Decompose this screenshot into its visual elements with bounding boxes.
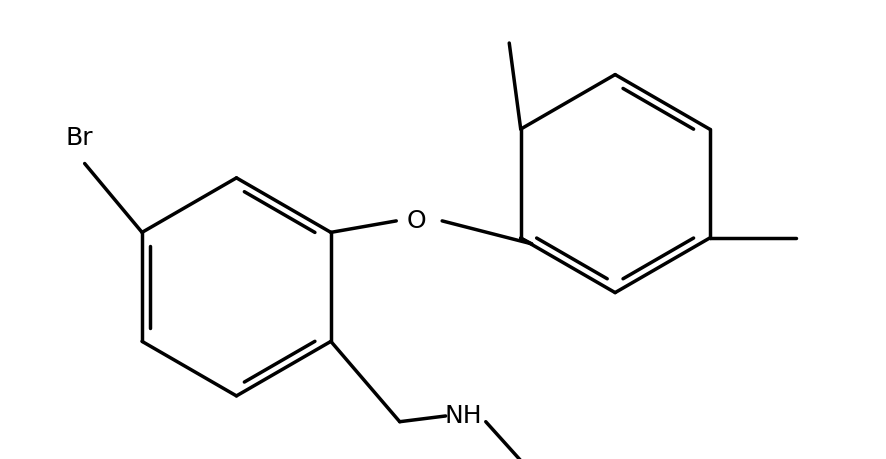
Text: O: O bbox=[407, 209, 427, 233]
Text: Br: Br bbox=[65, 126, 93, 150]
Text: NH: NH bbox=[444, 404, 482, 428]
